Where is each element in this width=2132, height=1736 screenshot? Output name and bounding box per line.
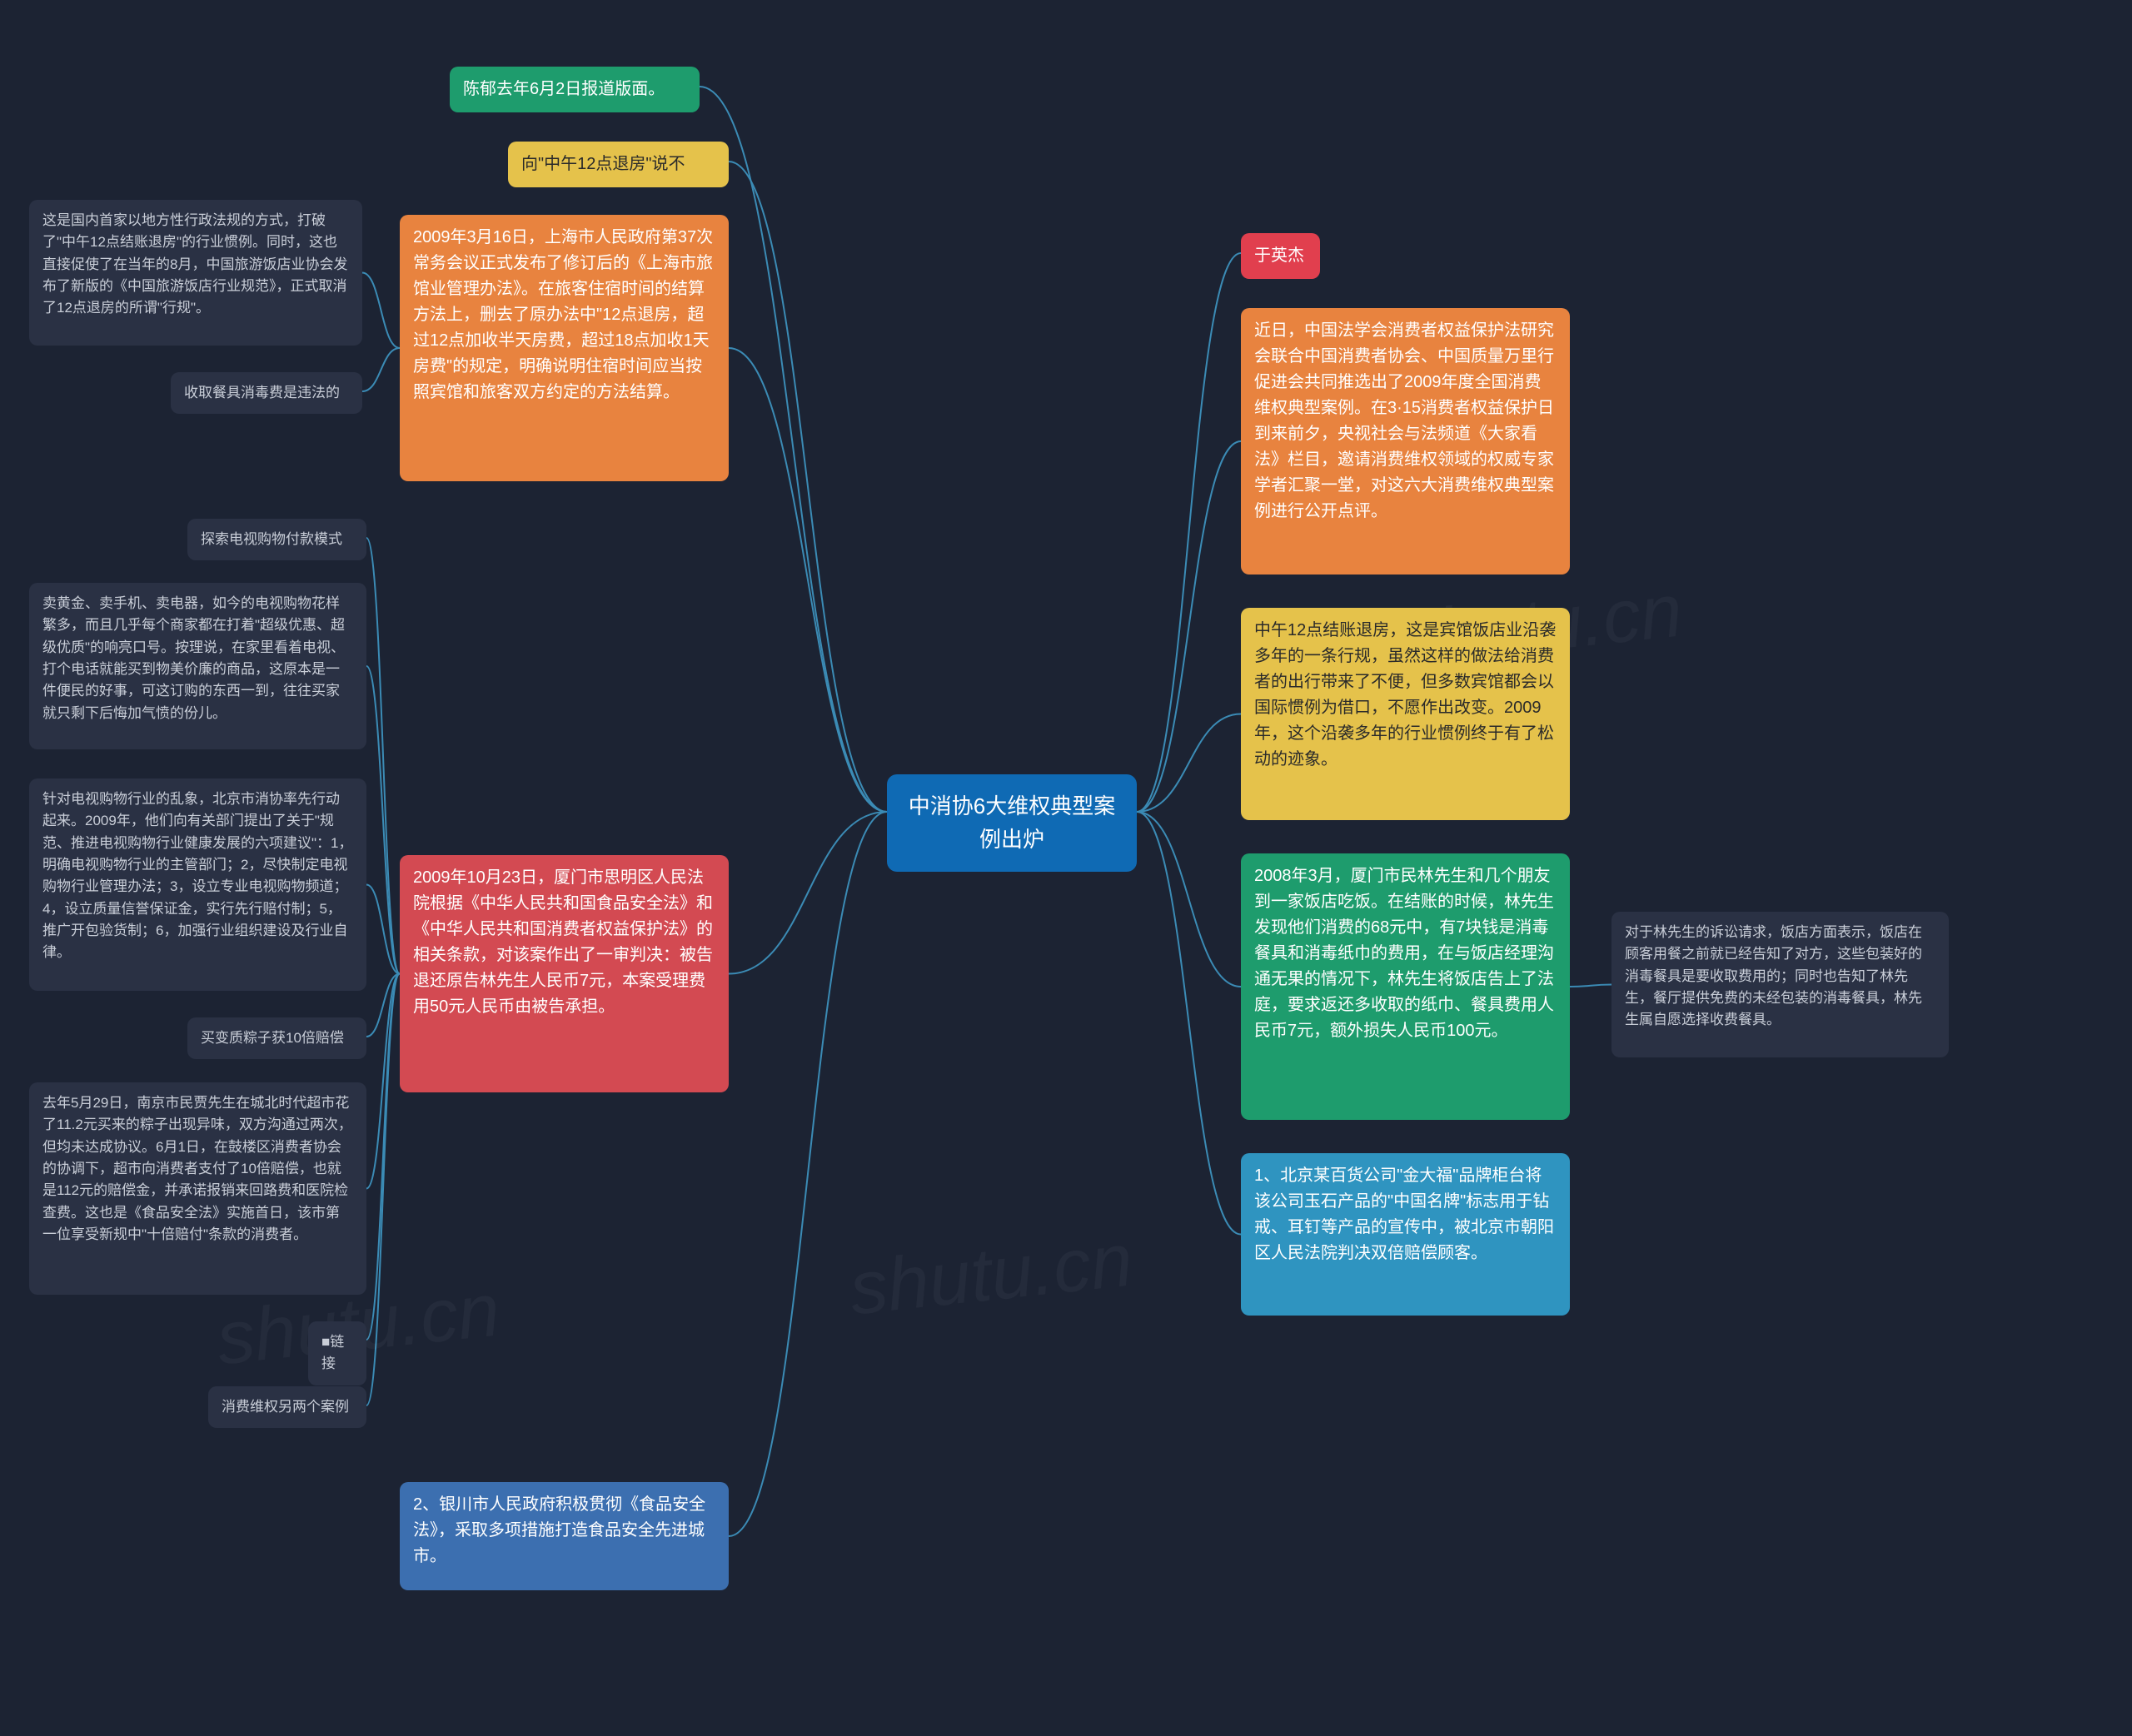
node-beijing-case[interactable]: 1、北京某百货公司"金大福"品牌柜台将该公司玉石产品的"中国名牌"标志用于钻戒、… bbox=[1241, 1153, 1570, 1316]
node-tv-shopping-title[interactable]: 探索电视购物付款模式 bbox=[187, 519, 366, 560]
node-tv-shopping-suggestions[interactable]: 针对电视购物行业的乱象，北京市消协率先行动起来。2009年，他们向有关部门提出了… bbox=[29, 778, 366, 991]
node-xiamen-reply[interactable]: 对于林先生的诉讼请求，饭店方面表示，饭店在顾客用餐之前就已经告知了对方，这些包装… bbox=[1611, 912, 1949, 1057]
node-two-more-cases[interactable]: 消费维权另两个案例 bbox=[208, 1386, 366, 1428]
node-say-no[interactable]: 向"中午12点退房"说不 bbox=[508, 142, 729, 187]
node-court-verdict[interactable]: 2009年10月23日，厦门市思明区人民法院根据《中华人民共和国食品安全法》和《… bbox=[400, 855, 729, 1092]
node-yinchuan[interactable]: 2、银川市人民政府积极贯彻《食品安全法》，采取多项措施打造食品安全先进城市。 bbox=[400, 1482, 729, 1590]
node-first-local-rule[interactable]: 这是国内首家以地方性行政法规的方式，打破了"中午12点结账退房"的行业惯例。同时… bbox=[29, 200, 362, 346]
node-checkout-noon[interactable]: 中午12点结账退房，这是宾馆饭店业沿袭多年的一条行规，虽然这样的做法给消费者的出… bbox=[1241, 608, 1570, 820]
node-shanghai-rule[interactable]: 2009年3月16日，上海市人民政府第37次常务会议正式发布了修订后的《上海市旅… bbox=[400, 215, 729, 481]
node-report-page[interactable]: 陈郁去年6月2日报道版面。 bbox=[450, 67, 700, 112]
mindmap-stage: shutu.cn shutu.cn shutu.cn 中消协6大维权典型案例出炉… bbox=[0, 0, 2132, 1736]
node-link-marker[interactable]: ■链接 bbox=[308, 1321, 366, 1385]
center-topic[interactable]: 中消协6大维权典型案例出炉 bbox=[887, 774, 1137, 872]
node-intro[interactable]: 近日，中国法学会消费者权益保护法研究会联合中国消费者协会、中国质量万里行促进会共… bbox=[1241, 308, 1570, 575]
node-zongzi-title[interactable]: 买变质粽子获10倍赔偿 bbox=[187, 1017, 366, 1059]
node-author[interactable]: 于英杰 bbox=[1241, 233, 1320, 279]
node-xiamen-case[interactable]: 2008年3月，厦门市民林先生和几个朋友到一家饭店吃饭。在结账的时候，林先生发现… bbox=[1241, 853, 1570, 1120]
node-tv-shopping-desc[interactable]: 卖黄金、卖手机、卖电器，如今的电视购物花样繁多，而且几乎每个商家都在打着"超级优… bbox=[29, 583, 366, 749]
node-zongzi-desc[interactable]: 去年5月29日，南京市民贾先生在城北时代超市花了11.2元买来的粽子出现异味，双… bbox=[29, 1082, 366, 1295]
watermark: shutu.cn bbox=[846, 1218, 1137, 1333]
node-disinfect-fee[interactable]: 收取餐具消毒费是违法的 bbox=[171, 372, 362, 414]
